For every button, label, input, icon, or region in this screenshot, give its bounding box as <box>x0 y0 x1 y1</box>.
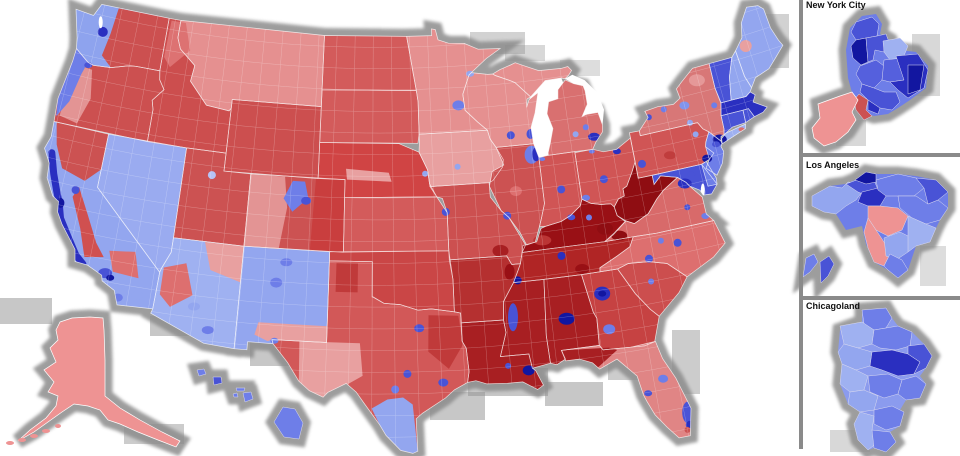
svg-text:New York City: New York City <box>806 0 866 10</box>
svg-text:Chicagoland: Chicagoland <box>806 301 860 311</box>
svg-text:Los Angeles: Los Angeles <box>806 160 859 170</box>
